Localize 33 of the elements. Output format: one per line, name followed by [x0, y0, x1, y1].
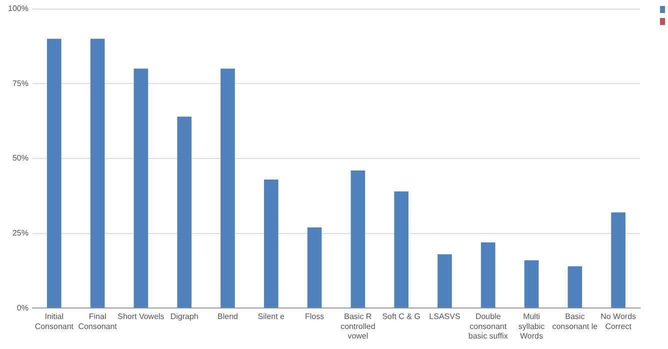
bar	[264, 179, 278, 308]
bar	[307, 227, 322, 308]
bar	[438, 254, 452, 308]
x-tick-label: Final Consonant	[78, 312, 118, 331]
y-tick-label: 50%	[12, 154, 28, 163]
x-tick-label: Initial Consonant	[34, 312, 74, 331]
bar	[611, 212, 626, 308]
bar	[350, 170, 366, 308]
x-tick-label: Soft C & G	[382, 312, 420, 322]
bar	[524, 260, 539, 308]
y-tick-label: 75%	[12, 78, 28, 88]
x-tick-label: Multi syllabic Words	[518, 312, 545, 340]
bar	[220, 68, 235, 308]
bar	[177, 116, 192, 308]
x-tick-label: Short Vowels	[118, 312, 164, 322]
x-tick-label: LSASVS	[429, 312, 460, 322]
bar	[90, 38, 105, 308]
x-tick-label: Silent e	[258, 312, 286, 322]
x-tick-label: Basic R controlled vowel	[340, 312, 376, 340]
bar	[394, 191, 408, 308]
x-tick-label: Digraph	[170, 312, 198, 322]
y-tick-label: 0%	[16, 303, 28, 312]
y-tick-label: 100%	[8, 4, 28, 14]
bar	[134, 68, 148, 308]
y-tick-label: 25%	[12, 228, 28, 238]
x-tick-label: Blend	[218, 312, 238, 322]
x-tick-label: Floss	[304, 312, 324, 322]
bar	[47, 38, 62, 308]
x-tick-label: No Words Correct	[600, 312, 636, 331]
x-tick-label: Basic consonant le	[552, 312, 598, 331]
x-tick-label: Double consonant basic suffix	[468, 312, 508, 340]
bar	[480, 242, 496, 308]
bar	[568, 266, 582, 308]
